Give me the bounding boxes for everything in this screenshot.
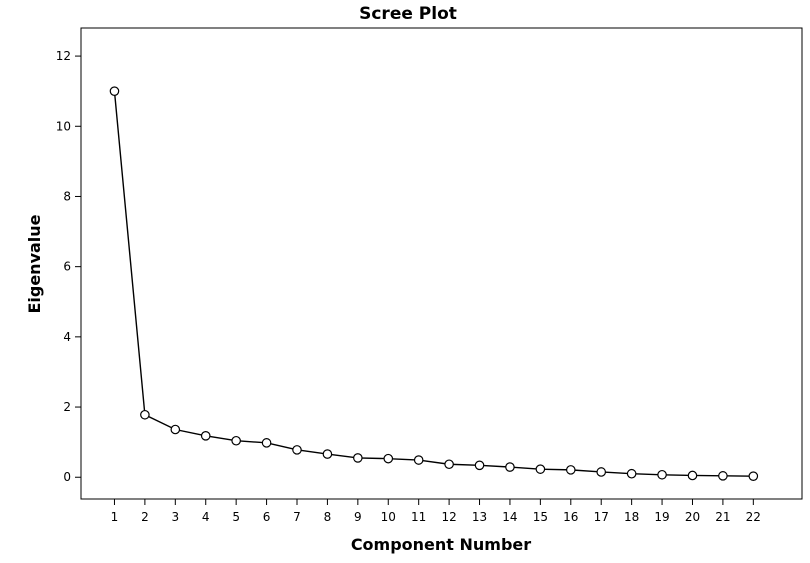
x-tick-label: 8 bbox=[324, 510, 332, 524]
data-point-marker bbox=[718, 471, 728, 481]
x-tick-label: 4 bbox=[202, 510, 210, 524]
x-tick-label: 5 bbox=[232, 510, 240, 524]
x-tick-label: 20 bbox=[685, 510, 700, 524]
data-point-marker bbox=[444, 459, 454, 470]
y-tick-label: 6 bbox=[63, 260, 71, 274]
x-tick-label: 17 bbox=[594, 510, 609, 524]
data-point-marker bbox=[109, 86, 120, 96]
data-point-marker bbox=[292, 445, 302, 455]
x-tick-label: 6 bbox=[263, 510, 271, 524]
x-tick-label: 21 bbox=[715, 510, 730, 524]
data-point-marker bbox=[626, 468, 637, 479]
data-point-marker bbox=[200, 431, 211, 441]
y-axis-title: Eigenvalue bbox=[25, 214, 44, 313]
x-tick-label: 10 bbox=[381, 510, 396, 524]
x-tick-label: 7 bbox=[293, 510, 301, 524]
y-tick-label: 2 bbox=[63, 400, 71, 414]
x-tick-label: 16 bbox=[563, 510, 578, 524]
data-point-marker bbox=[170, 424, 181, 435]
y-tick-label: 10 bbox=[56, 119, 71, 133]
data-point-marker bbox=[687, 470, 698, 481]
x-axis-title: Component Number bbox=[351, 535, 531, 554]
x-tick-label: 19 bbox=[654, 510, 669, 524]
data-point-marker bbox=[657, 469, 667, 480]
series-line bbox=[113, 91, 754, 477]
x-tick-label: 13 bbox=[472, 510, 487, 524]
x-tick-label: 2 bbox=[141, 510, 149, 524]
data-point-marker bbox=[140, 409, 150, 420]
y-tick-label: 4 bbox=[63, 330, 71, 344]
data-point-marker bbox=[353, 453, 363, 463]
x-tick-label: 22 bbox=[746, 510, 761, 524]
data-point-marker bbox=[474, 460, 485, 471]
data-point-marker bbox=[535, 464, 546, 474]
x-axis: 1 2 3 4 5 6 7 8 9 10 11 12 13 14 15 16 17 18 19 20 21 22 bbox=[111, 499, 761, 524]
y-tick-label: 12 bbox=[56, 49, 71, 63]
x-tick-label: 18 bbox=[624, 510, 639, 524]
chart-title: Scree Plot bbox=[359, 4, 457, 24]
x-tick-label: 11 bbox=[411, 510, 426, 524]
x-tick-label: 1 bbox=[111, 510, 119, 524]
y-axis: 0 2 4 6 8 10 12 bbox=[56, 49, 81, 484]
x-tick-label: 14 bbox=[502, 510, 517, 524]
data-point-marker bbox=[261, 438, 272, 448]
x-tick-label: 3 bbox=[171, 510, 179, 524]
y-tick-label: 8 bbox=[63, 189, 71, 203]
data-point-marker bbox=[505, 462, 515, 472]
y-tick-label: 0 bbox=[63, 470, 71, 484]
x-tick-label: 15 bbox=[533, 510, 548, 524]
data-point-marker bbox=[748, 471, 759, 481]
data-point-marker bbox=[565, 465, 576, 475]
data-point-marker bbox=[413, 455, 424, 465]
data-point-marker bbox=[383, 453, 394, 464]
x-tick-label: 12 bbox=[441, 510, 456, 524]
plot-area-frame bbox=[80, 27, 803, 500]
data-point-marker bbox=[322, 449, 333, 459]
series-layer bbox=[109, 86, 759, 481]
data-point-marker bbox=[596, 467, 607, 477]
x-tick-label: 9 bbox=[354, 510, 362, 524]
data-point-marker bbox=[231, 435, 241, 446]
